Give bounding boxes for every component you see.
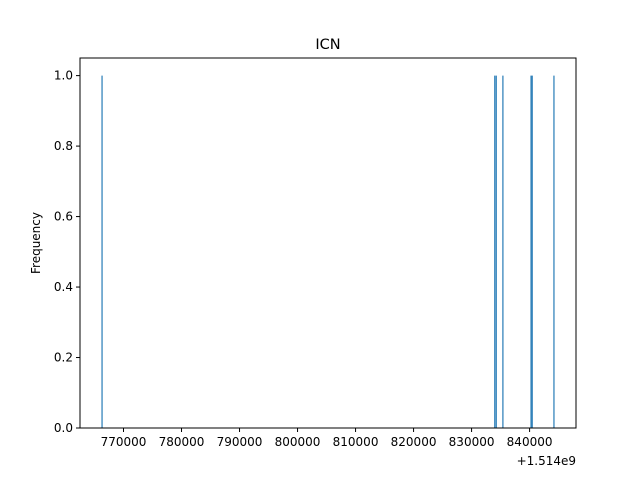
histogram-bar-2 [495,75,497,428]
x-tick-label-3: 800000 [275,435,321,449]
chart-title: ICN [315,37,340,53]
plot-frame [79,57,577,429]
histogram-bar-6 [553,75,555,428]
x-tick-label-0: 770000 [101,435,147,449]
x-axis-ticks: 770000 780000 790000 800000 810000 820000 8300… [101,428,553,449]
x-tick-label-4: 810000 [333,435,379,449]
y-axis-ticks: 0.0 0.2 0.4 0.6 0.8 1.0 [54,69,80,435]
x-tick-label-2: 790000 [217,435,263,449]
y-tick-label-0: 0.0 [54,421,73,435]
y-tick-label-2: 0.4 [54,280,73,294]
histogram-bar-4 [530,75,532,428]
y-tick-label-3: 0.6 [54,210,73,224]
y-tick-label-4: 0.8 [54,139,73,153]
y-axis-label: Frequency [29,212,43,274]
x-tick-label-1: 780000 [159,435,205,449]
x-tick-label-6: 830000 [449,435,495,449]
x-tick-label-7: 840000 [507,435,553,449]
x-axis-offset-label: +1.514e9 [517,454,576,468]
histogram-bar-3 [502,75,504,428]
histogram-bar-5 [531,75,533,428]
y-tick-label-1: 0.2 [54,351,73,365]
y-tick-label-5: 1.0 [54,69,73,83]
histogram-bar-1 [494,75,496,428]
x-tick-label-5: 820000 [391,435,437,449]
histogram-bar-0 [101,75,103,428]
bars-group [101,75,555,428]
